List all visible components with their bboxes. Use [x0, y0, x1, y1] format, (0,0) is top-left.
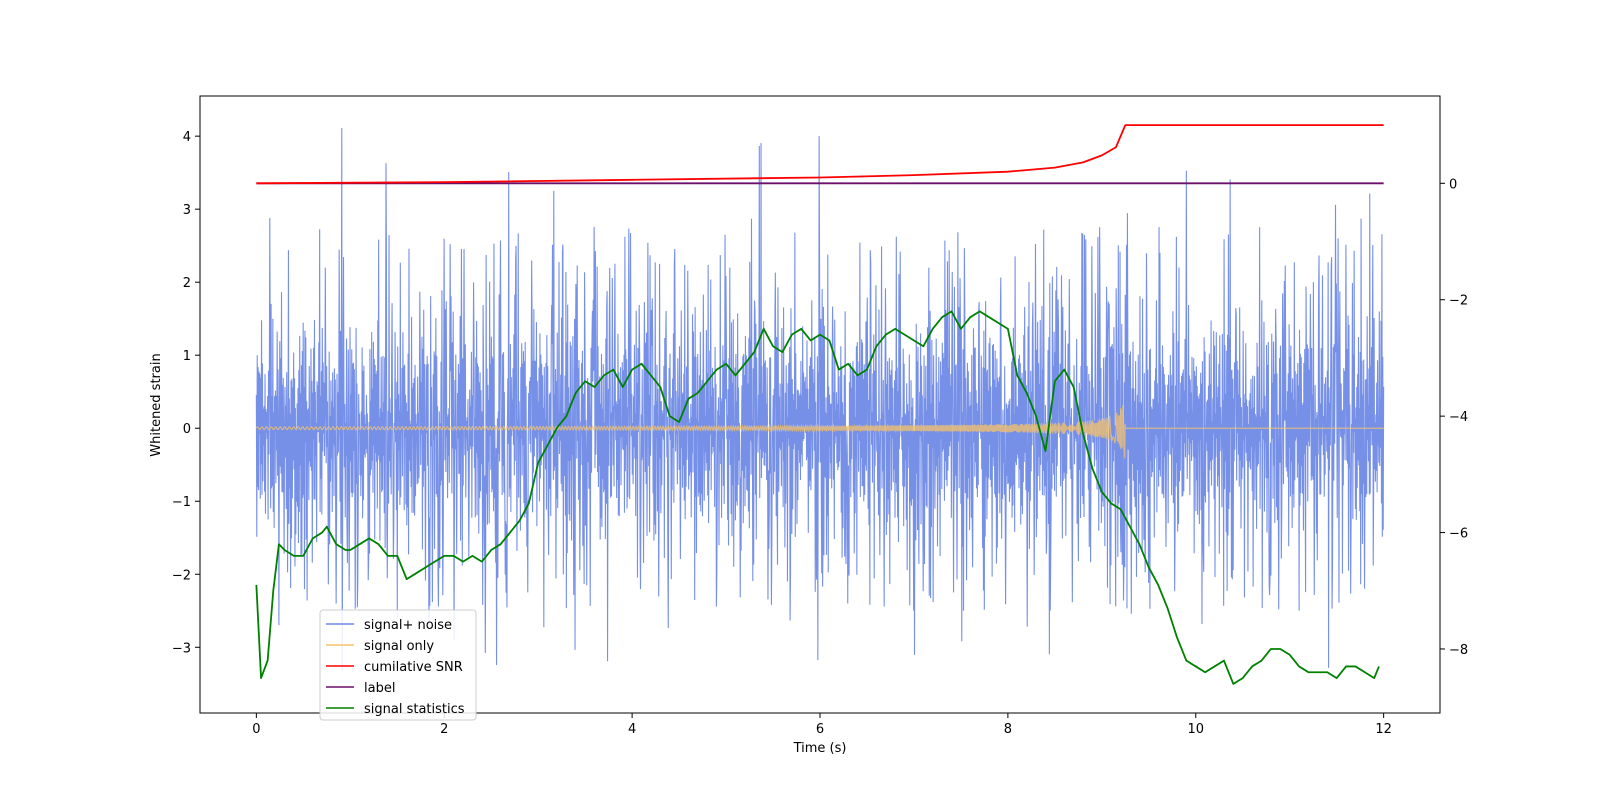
y-tick-label: 4 — [183, 130, 191, 145]
x-tick-label: 0 — [252, 722, 260, 737]
x-tick-label: 8 — [1004, 722, 1012, 737]
y2-tick-label: −2 — [1449, 294, 1468, 309]
y-tick-label: 2 — [183, 276, 191, 291]
y-axis-right: −8 −6 −4 −2 0 — [1440, 177, 1468, 658]
x-tick-label: 10 — [1187, 722, 1204, 737]
legend-label-label: label — [364, 681, 395, 696]
y-tick-label: 0 — [183, 422, 191, 437]
legend-label-signal-only: signal only — [364, 639, 434, 654]
y-tick-label: −1 — [172, 495, 191, 510]
series-cumulative-snr — [256, 124, 1384, 185]
y-tick-label: −2 — [172, 568, 191, 583]
y-tick-label: 1 — [183, 349, 191, 364]
y2-tick-label: 0 — [1449, 177, 1457, 192]
y-axis-left: −3 −2 −1 0 1 2 3 4 — [172, 130, 200, 656]
legend-label-signal-statistics: signal statistics — [364, 702, 465, 717]
y2-tick-label: −6 — [1449, 527, 1468, 542]
x-tick-label: 12 — [1375, 722, 1392, 737]
y2-tick-label: −4 — [1449, 410, 1468, 425]
series-signal-only — [255, 403, 1384, 459]
series-signal-noise — [255, 128, 1385, 672]
legend-label-cumulative-snr: cumilative SNR — [364, 660, 463, 675]
legend-box — [319, 609, 477, 721]
y-tick-label: −3 — [172, 641, 191, 656]
y-tick-label: 3 — [183, 203, 191, 218]
y2-tick-label: −8 — [1449, 643, 1468, 658]
x-axis-label: Time (s) — [793, 741, 847, 756]
y-axis-label: Whitened strain — [149, 353, 164, 456]
legend: signal+ noise signal only cumilative SNR… — [319, 609, 477, 721]
x-tick-label: 6 — [816, 722, 824, 737]
x-tick-label: 2 — [440, 722, 448, 737]
x-axis: 0 2 4 6 8 10 12 — [252, 713, 1392, 737]
x-tick-label: 4 — [628, 722, 636, 737]
series-signal-statistics — [255, 310, 1380, 685]
data-layer — [255, 124, 1385, 685]
legend-label-signal-noise: signal+ noise — [364, 618, 452, 633]
